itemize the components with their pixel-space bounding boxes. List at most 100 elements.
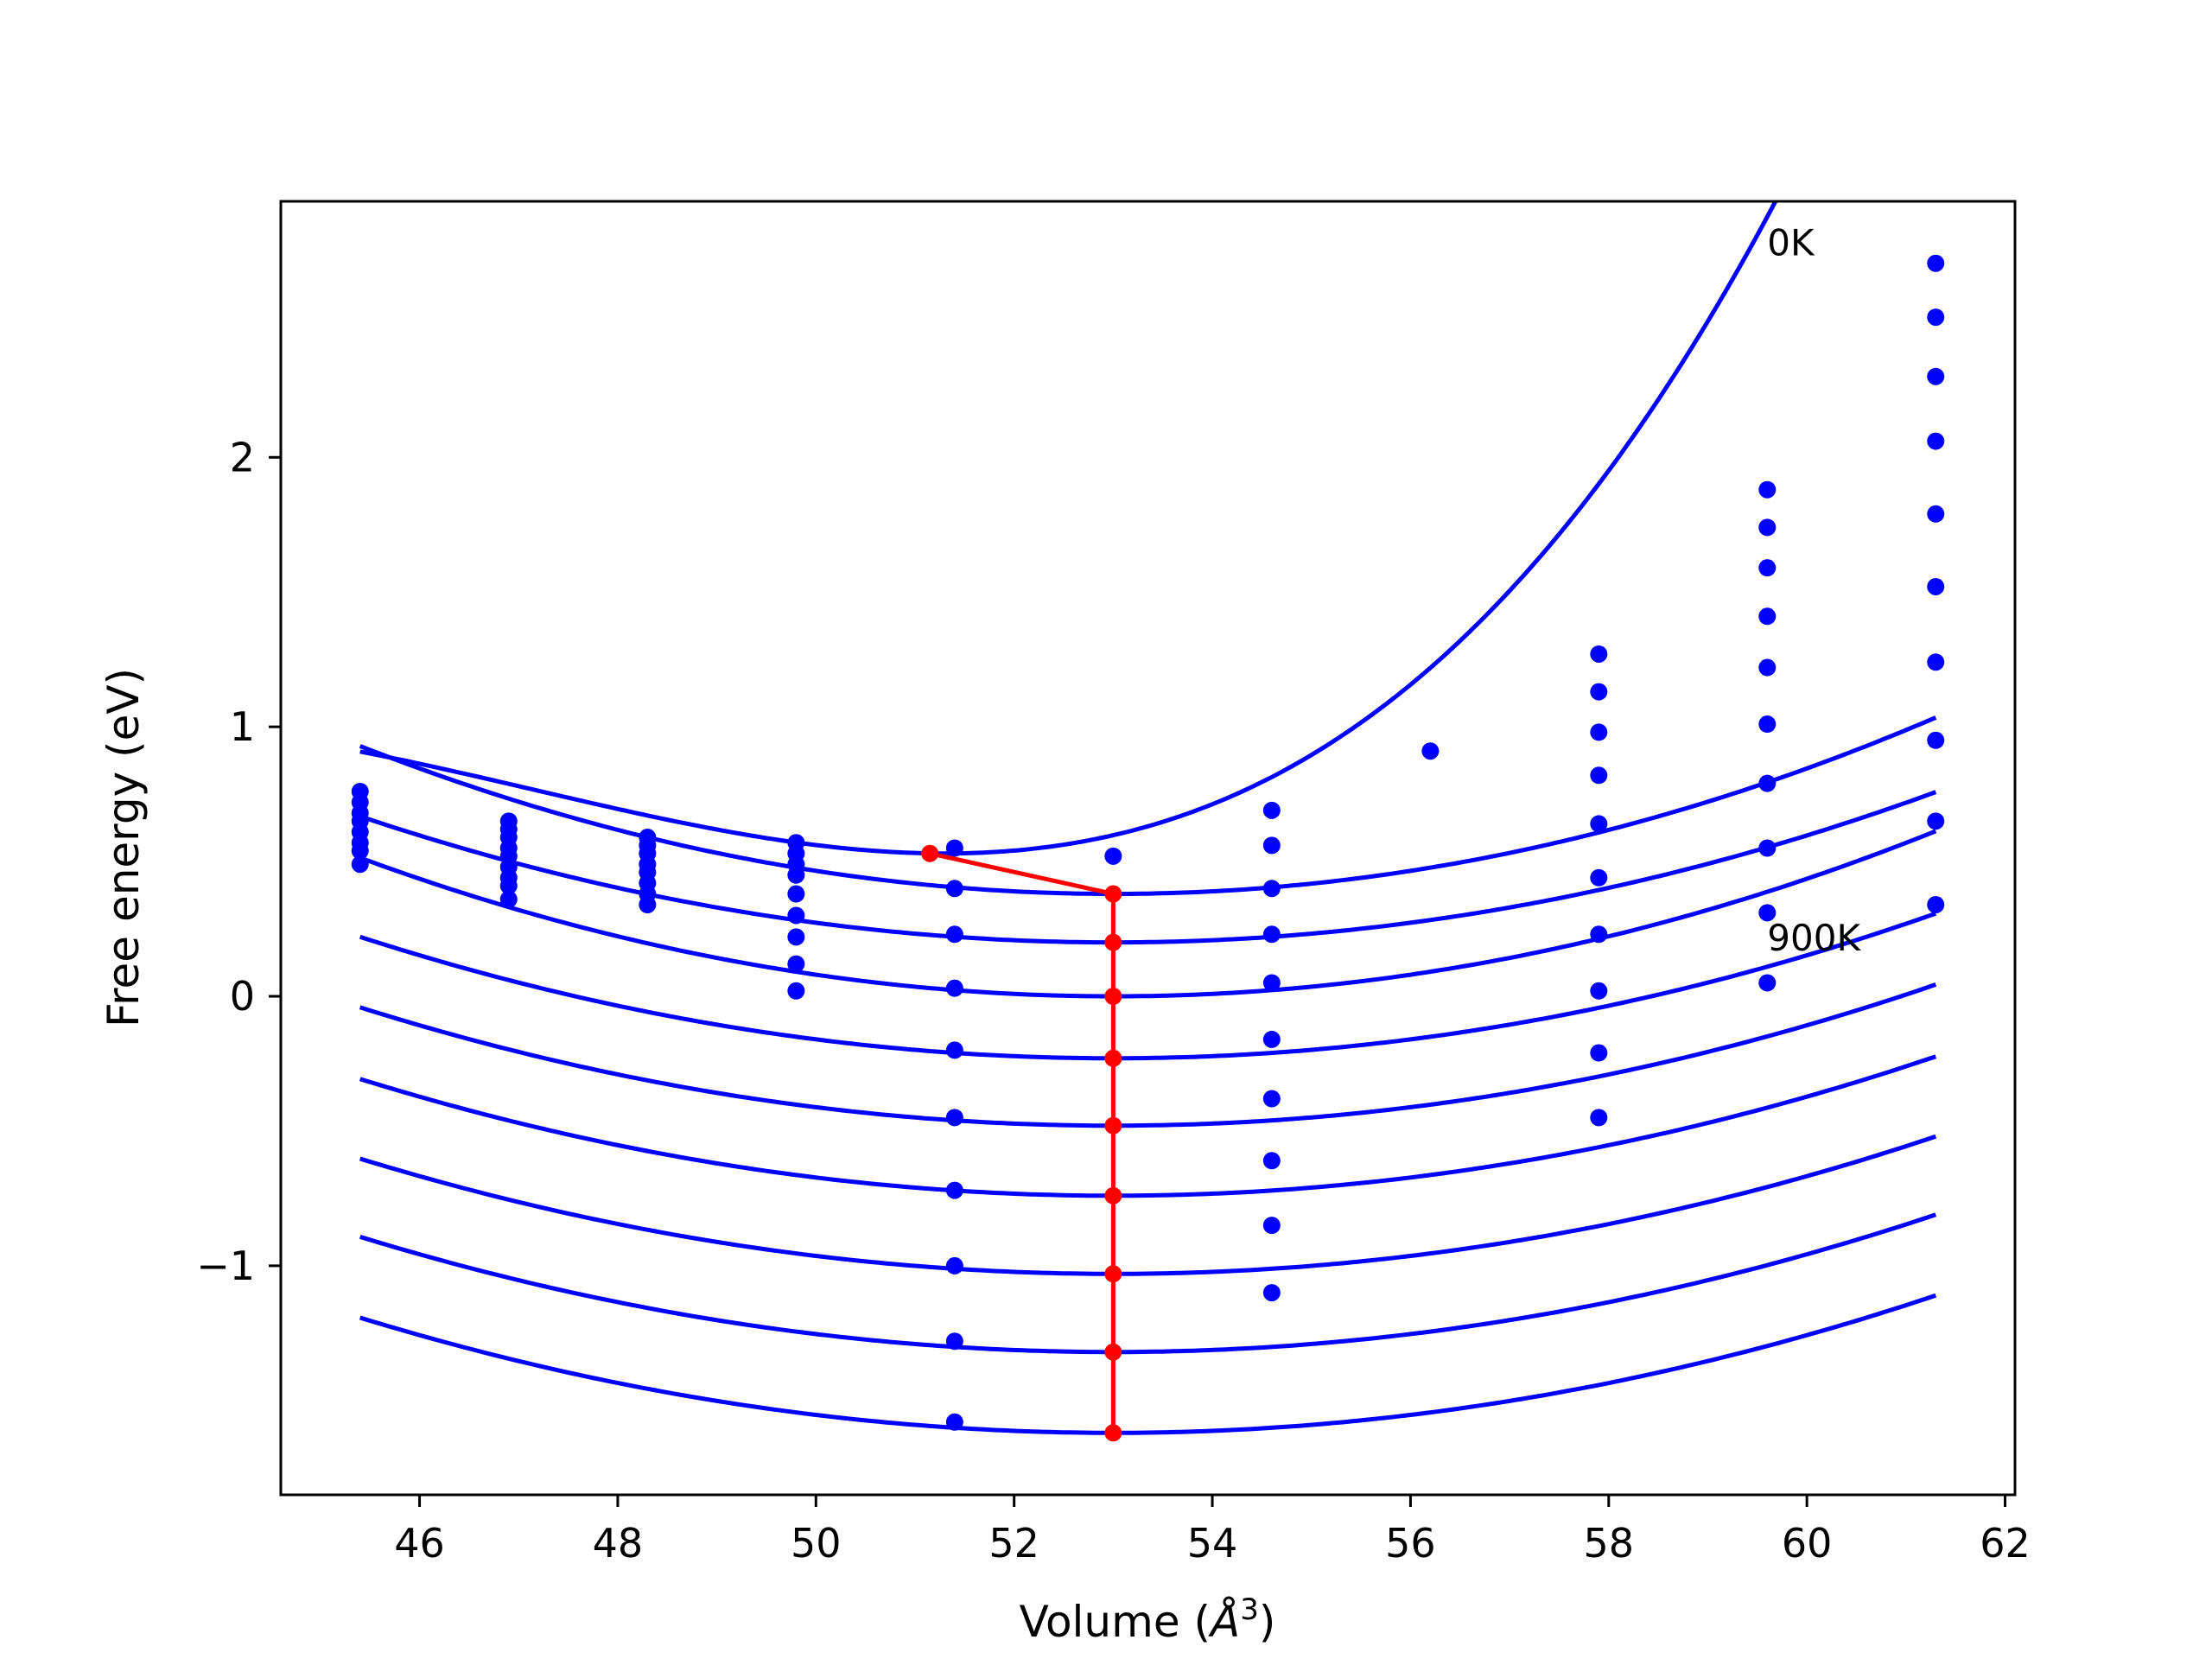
x-tick-label: 54 [1187, 1520, 1238, 1567]
data-point-9-2 [1758, 559, 1777, 577]
data-point-8-6 [1590, 925, 1608, 944]
min-path-point-8 [1104, 1343, 1122, 1361]
data-point-1-8 [499, 890, 518, 908]
annotation-1: 900K [1767, 917, 1861, 959]
data-point-9-8 [1758, 904, 1777, 922]
data-point-8-3 [1590, 766, 1608, 785]
data-point-3-6 [787, 928, 805, 946]
data-point-6-1 [1262, 836, 1281, 855]
min-path-point-5 [1104, 1116, 1122, 1135]
minimum-path [921, 844, 1122, 1442]
x-tick-label: 52 [988, 1520, 1039, 1567]
data-point-8-1 [1590, 683, 1608, 701]
data-point-8-4 [1590, 815, 1608, 833]
plot-frame [279, 200, 2017, 1497]
data-point-5-0 [1104, 847, 1122, 865]
x-tick-label: 46 [394, 1520, 445, 1567]
data-point-3-8 [787, 982, 805, 1000]
fit-curve-9 [359, 1293, 1937, 1435]
min-path-point-7 [1104, 1265, 1122, 1283]
data-point-6-5 [1262, 1030, 1281, 1048]
data-point-6-3 [1262, 925, 1281, 944]
x-tick-label: 50 [791, 1520, 842, 1567]
data-point-8-5 [1590, 868, 1608, 887]
x-tick-label: 48 [593, 1520, 644, 1567]
data-point-6-4 [1262, 974, 1281, 992]
fit-curve-2 [359, 790, 1937, 945]
data-point-3-7 [787, 955, 805, 973]
data-point-10-9 [1927, 895, 1945, 913]
fit-curve-8 [359, 1212, 1937, 1355]
data-point-10-6 [1927, 653, 1945, 671]
min-path-point-6 [1104, 1186, 1122, 1205]
min-path-point-9 [1104, 1424, 1122, 1442]
min-path-line [929, 851, 1116, 1433]
y-axis-label: Free energy (eV) [99, 668, 149, 1027]
data-point-10-1 [1927, 308, 1945, 327]
data-point-4-4 [945, 1041, 963, 1059]
data-point-10-2 [1927, 367, 1945, 385]
data-point-0-6 [351, 842, 369, 860]
data-point-9-0 [1758, 480, 1777, 499]
data-point-4-2 [945, 925, 963, 944]
annotations: 0K 900K [1767, 221, 1861, 959]
min-path-point-1 [1104, 885, 1122, 903]
x-tick-label: 62 [1980, 1520, 2031, 1567]
fit-curve-7 [359, 1134, 1937, 1276]
min-path-point-2 [1104, 933, 1122, 951]
data-point-0-7 [351, 855, 369, 874]
data-point-9-5 [1758, 715, 1777, 734]
data-point-10-8 [1927, 812, 1945, 830]
data-point-9-7 [1758, 839, 1777, 857]
data-point-7-0 [1421, 742, 1440, 760]
data-point-10-3 [1927, 432, 1945, 450]
fit-curve-5 [359, 982, 1937, 1128]
data-point-4-9 [945, 1413, 963, 1431]
x-tick-label: 56 [1385, 1520, 1436, 1567]
data-point-4-7 [945, 1256, 963, 1274]
annotation-0: 0K [1767, 221, 1815, 264]
min-path-point-3 [1104, 988, 1122, 1006]
data-point-8-9 [1590, 1109, 1608, 1127]
data-point-9-1 [1758, 518, 1777, 537]
y-tick-label: 1 [230, 703, 255, 750]
data-point-6-0 [1262, 801, 1281, 819]
data-point-9-3 [1758, 607, 1777, 626]
y-tick-label: 0 [230, 973, 255, 1020]
x-axis-ticks: 46 48 50 52 54 56 58 60 62 [394, 1495, 2031, 1567]
data-point-4-1 [945, 880, 963, 898]
fit-curve-0 [359, 201, 1778, 856]
min-path-point-4 [1104, 1049, 1122, 1067]
data-point-6-9 [1262, 1284, 1281, 1302]
data-point-8-7 [1590, 982, 1608, 1000]
data-point-10-5 [1927, 577, 1945, 595]
x-tick-label: 60 [1782, 1520, 1833, 1567]
data-point-4-6 [945, 1181, 963, 1199]
fit-curve-4 [359, 911, 1937, 1061]
data-points [351, 254, 1945, 1431]
y-axis-ticks: −1 0 1 2 [196, 434, 281, 1289]
data-point-2-7 [639, 895, 657, 913]
data-point-3-4 [787, 885, 805, 903]
data-point-8-8 [1590, 1044, 1608, 1062]
data-point-10-4 [1927, 505, 1945, 523]
data-point-4-3 [945, 979, 963, 997]
data-point-8-0 [1590, 645, 1608, 663]
data-point-6-7 [1262, 1152, 1281, 1170]
data-point-8-2 [1590, 723, 1608, 741]
data-point-1-7 [499, 877, 518, 895]
x-axis-label: Volume (Å3) [1020, 1592, 1276, 1647]
data-point-10-0 [1927, 254, 1945, 272]
x-tick-label: 58 [1584, 1520, 1635, 1567]
data-point-3-5 [787, 906, 805, 925]
y-tick-label: −1 [196, 1243, 255, 1289]
data-point-10-7 [1927, 731, 1945, 749]
data-point-3-3 [787, 866, 805, 884]
data-point-9-4 [1758, 658, 1777, 677]
min-path-point-0 [921, 844, 939, 862]
y-tick-label: 2 [230, 434, 255, 480]
fit-curves [359, 201, 1937, 1435]
data-point-9-6 [1758, 774, 1777, 792]
